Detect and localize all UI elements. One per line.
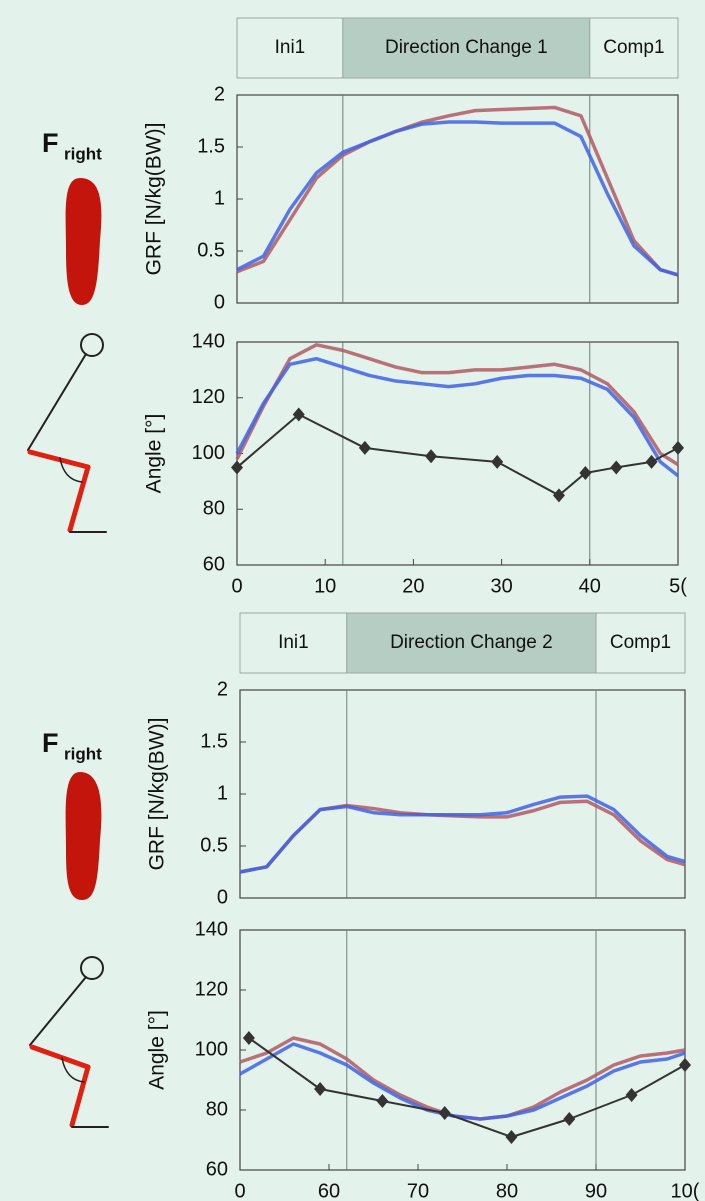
force-subscript: right [64,144,102,163]
x-tick-label: 30 [490,575,512,597]
phase-box [239,612,348,674]
foot-icon [65,772,102,900]
y-tick-label: 2 [217,678,228,700]
phase-label: Ini1 [278,632,309,653]
data-marker [292,407,305,422]
data-marker [610,460,623,475]
y-axis-label: Angle [°] [143,414,166,494]
x-tick-label: 10 [314,575,336,597]
x-tick-label: 5( [669,575,687,597]
data-line [235,356,680,478]
data-marker [231,460,243,475]
phase-label: Direction Change 2 [390,632,553,653]
y-tick-label: 1 [214,187,225,209]
y-tick-label: 80 [206,1098,228,1120]
x-tick-label: 10( [671,1180,700,1201]
phase-label: Comp1 [603,37,664,58]
foot-icon [65,178,102,305]
data-marker [645,454,658,469]
leg-icon [29,956,109,1128]
phase-label: Comp1 [610,632,671,653]
y-axis-label: GRF [N/kg(BW)] [146,718,169,871]
data-marker [425,449,438,464]
x-tick-label: 60 [318,1180,340,1201]
data-marker [242,1031,255,1045]
phase-box [589,17,679,79]
x-tick-label: 0 [231,575,242,597]
data-marker [563,1112,576,1126]
y-tick-label: 0 [217,886,228,908]
data-marker [579,466,592,481]
y-tick-label: 1 [217,782,228,804]
phase-box [236,17,344,79]
y-tick-label: 0.5 [197,239,225,261]
phase-box [346,612,597,674]
data-line [235,343,679,467]
y-tick-label: 2 [214,83,225,105]
y-tick-label: 100 [195,1038,228,1060]
x-tick-label: 20 [402,575,424,597]
data-line [236,413,679,497]
data-marker [358,440,371,455]
phase-label: Direction Change 1 [385,37,548,58]
force-symbol: F [42,728,59,758]
y-tick-label: 0.5 [200,834,228,856]
x-tick-label: 80 [496,1180,518,1201]
data-line [248,1037,686,1138]
force-symbol: F [42,128,59,158]
data-marker [438,1106,451,1120]
data-marker [552,488,565,503]
x-tick-label: 90 [585,1180,607,1201]
x-tick-label: 70 [407,1180,429,1201]
x-tick-label: 40 [579,575,601,597]
y-axis-label: Angle [°] [146,1010,169,1090]
data-marker [672,440,684,455]
data-marker [625,1088,638,1102]
phase-label: Ini1 [275,37,306,58]
data-line [239,1042,686,1121]
y-tick-label: 140 [192,330,225,352]
data-marker [505,1130,518,1144]
phase-box [595,612,686,674]
y-tick-label: 60 [206,1158,228,1180]
x-tick-label: 0 [234,1180,245,1201]
y-tick-label: 140 [195,918,228,940]
data-marker [491,454,504,469]
data-marker [314,1082,327,1096]
data-marker [679,1058,691,1072]
data-marker [376,1094,389,1108]
force-subscript: right [64,744,102,763]
icon-group: F right [27,128,107,533]
y-tick-label: 0 [214,291,225,313]
y-tick-label: 80 [203,498,225,520]
y-tick-label: 60 [203,553,225,575]
y-tick-label: 120 [195,978,228,1000]
data-line [236,120,679,277]
y-tick-label: 100 [192,442,225,464]
leg-icon [27,333,107,533]
y-tick-label: 1.5 [197,135,225,157]
y-tick-label: 120 [192,386,225,408]
icon-group: F right [29,728,109,1128]
y-tick-label: 1.5 [200,730,228,752]
y-axis-label: GRF [N/kg(BW)] [143,123,166,276]
data-line [236,105,679,277]
data-line [239,794,686,874]
